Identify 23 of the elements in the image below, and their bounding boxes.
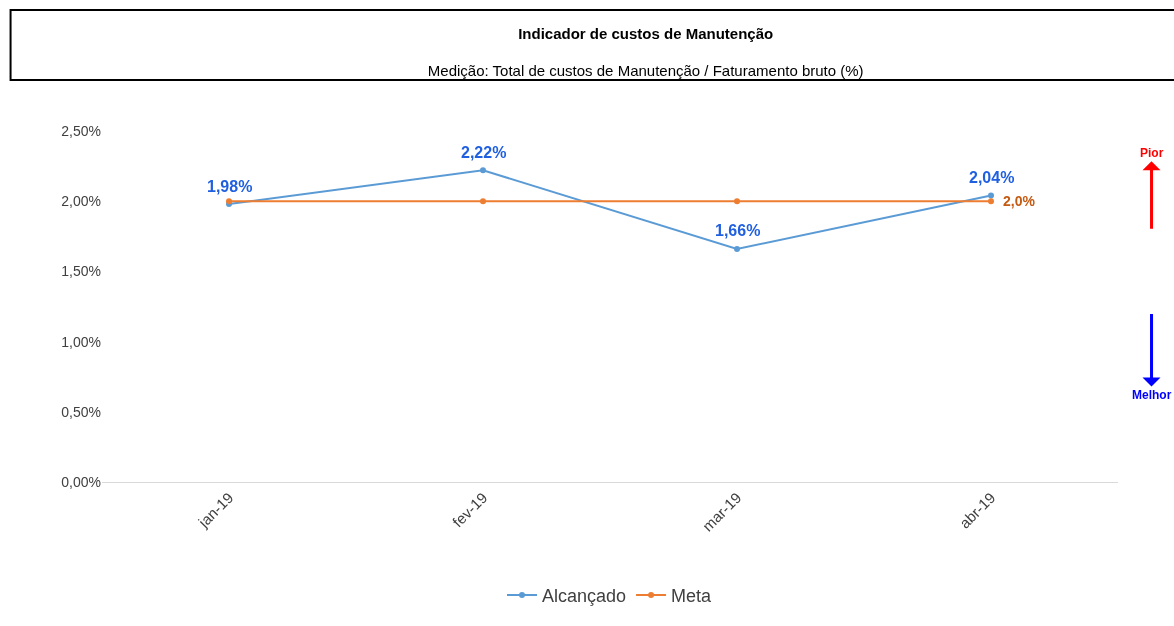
data-label: 1,66% [715, 222, 761, 239]
y-tick-label: 1,50% [61, 263, 101, 280]
data-label: 2,22% [461, 144, 507, 161]
legend-label: Alcançado [542, 585, 627, 606]
point [988, 198, 994, 205]
text: Pior [1140, 146, 1164, 160]
data-label: 2,0% [1003, 193, 1036, 209]
point [988, 192, 994, 199]
point [480, 198, 486, 205]
y-tick-label: 2,50% [61, 122, 101, 139]
chart-subtitle: Medição: Total de custos de Manutenção / Faturamento bruto (%) [427, 62, 864, 80]
y-tick-label: 0,00% [61, 473, 101, 490]
data-label: 1,98% [207, 178, 253, 195]
point [480, 167, 486, 174]
y-tick-label: 1,00% [61, 333, 101, 350]
legend-label: Meta [671, 585, 713, 606]
y-tick-label: 0,50% [61, 403, 101, 420]
text: Melhor [1132, 388, 1172, 402]
y-tick-label: 2,00% [61, 193, 101, 210]
chart-title: Indicador de custos de Manutenção [518, 24, 774, 42]
point [734, 198, 740, 205]
data-label: 2,04% [969, 169, 1015, 186]
point [734, 245, 740, 252]
